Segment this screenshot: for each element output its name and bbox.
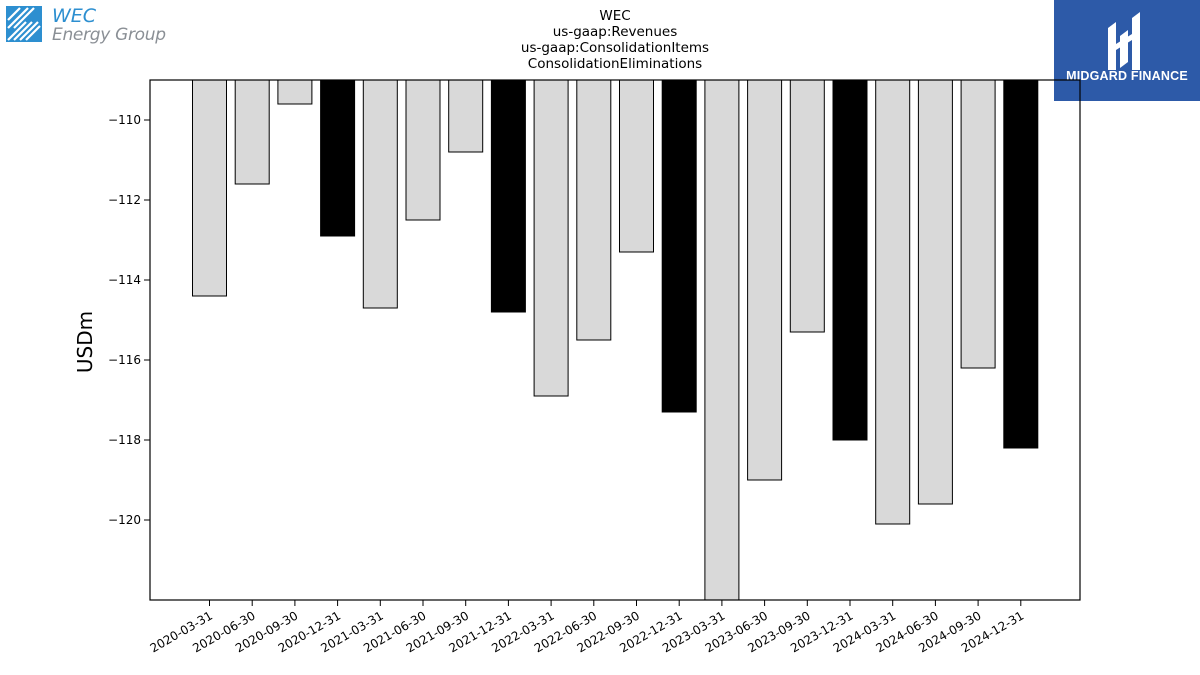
midgard-emblem-icon bbox=[1108, 12, 1140, 70]
bar bbox=[533, 80, 569, 397]
y-tick-label: −120 bbox=[108, 513, 141, 527]
chart-title-line: WEC bbox=[599, 8, 630, 24]
y-axis: −110 −112 −114 −116 −118 −120 bbox=[108, 113, 150, 527]
midgard-finance-logo: MIDGARD FINANCE bbox=[1054, 0, 1200, 101]
wec-logo-line2: Energy Group bbox=[52, 25, 166, 45]
chart-title-line: ConsolidationEliminations bbox=[528, 56, 702, 72]
bar bbox=[405, 80, 441, 221]
bar bbox=[917, 80, 953, 505]
bar bbox=[192, 80, 227, 297]
chart-title-line: us-gaap:Revenues bbox=[553, 24, 678, 40]
wec-logo-mark-icon bbox=[6, 6, 42, 42]
bar bbox=[490, 80, 526, 313]
bar bbox=[277, 80, 313, 105]
bar bbox=[234, 80, 270, 185]
chart-title-line: us-gaap:ConsolidationItems bbox=[521, 40, 709, 56]
bar bbox=[704, 80, 740, 600]
midgard-finance-name: MIDGARD FINANCE bbox=[1066, 69, 1188, 83]
bar bbox=[448, 80, 484, 153]
y-tick-label: −114 bbox=[108, 273, 141, 287]
plot-frame bbox=[149, 79, 1081, 601]
wec-logo-line1: WEC bbox=[52, 5, 97, 27]
bar bbox=[875, 80, 911, 525]
x-axis: 2020-03-312020-06-302020-09-302020-12-31… bbox=[148, 600, 1026, 655]
bar bbox=[789, 80, 825, 333]
bar bbox=[832, 80, 868, 441]
chart-title: WECus-gaap:Revenuesus-gaap:Consolidation… bbox=[521, 8, 709, 72]
bar bbox=[661, 80, 697, 413]
y-tick-label: −110 bbox=[108, 113, 141, 127]
y-tick-label: −112 bbox=[108, 193, 141, 207]
bars bbox=[192, 80, 1039, 600]
wec-logo: WEC Energy Group bbox=[6, 6, 166, 46]
bar bbox=[619, 80, 654, 253]
y-axis-label: USDm bbox=[73, 311, 97, 373]
y-tick-label: −118 bbox=[108, 433, 141, 447]
bar bbox=[1003, 80, 1039, 449]
bar bbox=[747, 80, 783, 481]
bar bbox=[320, 80, 356, 237]
y-tick-label: −116 bbox=[108, 353, 141, 367]
bar bbox=[960, 80, 996, 369]
bar bbox=[576, 80, 612, 341]
bar bbox=[362, 80, 398, 309]
